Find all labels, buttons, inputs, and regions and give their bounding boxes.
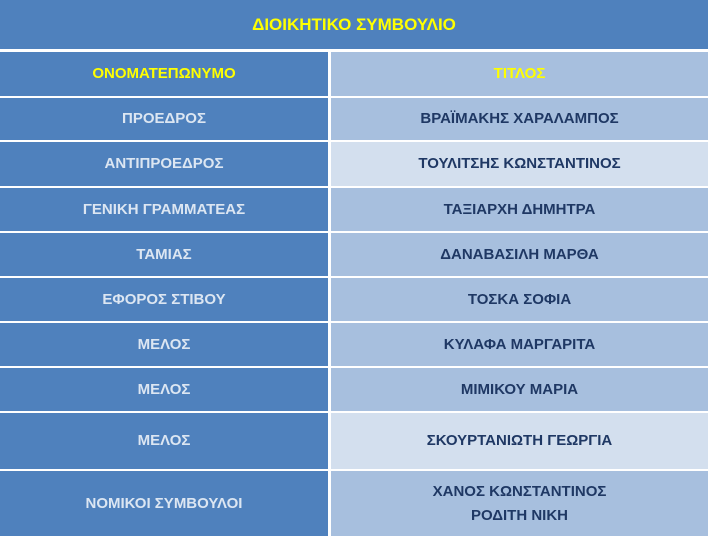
table-row: ΕΦΟΡΟΣ ΣΤΙΒΟΥ ΤΟΣΚΑ ΣΟΦΙΑ <box>0 278 708 321</box>
name-cell: ΤΑΞΙΑΡΧΗ ΔΗΜΗΤΡΑ <box>331 188 708 231</box>
role-cell: ΤΑΜΙΑΣ <box>0 233 328 276</box>
table-row: ΠΡΟΕΔΡΟΣ ΒΡΑΪΜΑΚΗΣ ΧΑΡΑΛΑΜΠΟΣ <box>0 98 708 140</box>
role-cell: ΕΦΟΡΟΣ ΣΤΙΒΟΥ <box>0 278 328 321</box>
header-title: ΤΙΤΛΟΣ <box>331 52 708 96</box>
table-row: ΤΑΜΙΑΣ ΔΑΝΑΒΑΣΙΛΗ ΜΑΡΘΑ <box>0 233 708 276</box>
role-cell: ΠΡΟΕΔΡΟΣ <box>0 98 328 140</box>
role-cell: ΝΟΜΙΚΟΙ ΣΥΜΒΟΥΛΟΙ <box>0 471 328 536</box>
role-cell: ΜΕΛΟΣ <box>0 413 328 469</box>
name-cell: ΣΚΟΥΡΤΑΝΙΩΤΗ ΓΕΩΡΓΙΑ <box>331 413 708 469</box>
name-cell: ΒΡΑΪΜΑΚΗΣ ΧΑΡΑΛΑΜΠΟΣ <box>331 98 708 140</box>
table-row: ΝΟΜΙΚΟΙ ΣΥΜΒΟΥΛΟΙ ΧΑΝΟΣ ΚΩΝΣΤΑΝΤΙΝΟΣ ΡΟΔ… <box>0 471 708 536</box>
name-line: ΡΟΔΙΤΗ ΝΙΚΗ <box>470 506 569 524</box>
table-row: ΜΕΛΟΣ ΜΙΜΙΚΟΥ ΜΑΡΙΑ <box>0 368 708 411</box>
role-cell: ΓΕΝΙΚΗ ΓΡΑΜΜΑΤΕΑΣ <box>0 188 328 231</box>
name-cell: ΜΙΜΙΚΟΥ ΜΑΡΙΑ <box>331 368 708 411</box>
name-cell: ΚΥΛΑΦΑ ΜΑΡΓΑΡΙΤΑ <box>331 323 708 366</box>
role-cell: ΜΕΛΟΣ <box>0 368 328 411</box>
header-row: ΟΝΟΜΑΤΕΠΩΝΥΜΟ ΤΙΤΛΟΣ <box>0 52 708 96</box>
table-row: ΓΕΝΙΚΗ ΓΡΑΜΜΑΤΕΑΣ ΤΑΞΙΑΡΧΗ ΔΗΜΗΤΡΑ <box>0 188 708 231</box>
table-row: ΜΕΛΟΣ ΣΚΟΥΡΤΑΝΙΩΤΗ ΓΕΩΡΓΙΑ <box>0 413 708 469</box>
name-cell: ΧΑΝΟΣ ΚΩΝΣΤΑΝΤΙΝΟΣ ΡΟΔΙΤΗ ΝΙΚΗ <box>331 471 708 536</box>
name-line: ΧΑΝΟΣ ΚΩΝΣΤΑΝΤΙΝΟΣ <box>432 482 607 500</box>
table-row: ΑΝΤΙΠΡΟΕΔΡΟΣ ΤΟΥΛΙΤΣΗΣ ΚΩΝΣΤΑΝΤΙΝΟΣ <box>0 142 708 186</box>
header-name: ΟΝΟΜΑΤΕΠΩΝΥΜΟ <box>0 52 328 96</box>
table-title: ΔΙΟΙΚΗΤΙΚΟ ΣΥΜΒΟΥΛΙΟ <box>0 0 708 49</box>
table-row: ΜΕΛΟΣ ΚΥΛΑΦΑ ΜΑΡΓΑΡΙΤΑ <box>0 323 708 366</box>
role-cell: ΑΝΤΙΠΡΟΕΔΡΟΣ <box>0 142 328 186</box>
role-cell: ΜΕΛΟΣ <box>0 323 328 366</box>
name-cell: ΔΑΝΑΒΑΣΙΛΗ ΜΑΡΘΑ <box>331 233 708 276</box>
name-cell: ΤΟΥΛΙΤΣΗΣ ΚΩΝΣΤΑΝΤΙΝΟΣ <box>331 142 708 186</box>
name-cell: ΤΟΣΚΑ ΣΟΦΙΑ <box>331 278 708 321</box>
